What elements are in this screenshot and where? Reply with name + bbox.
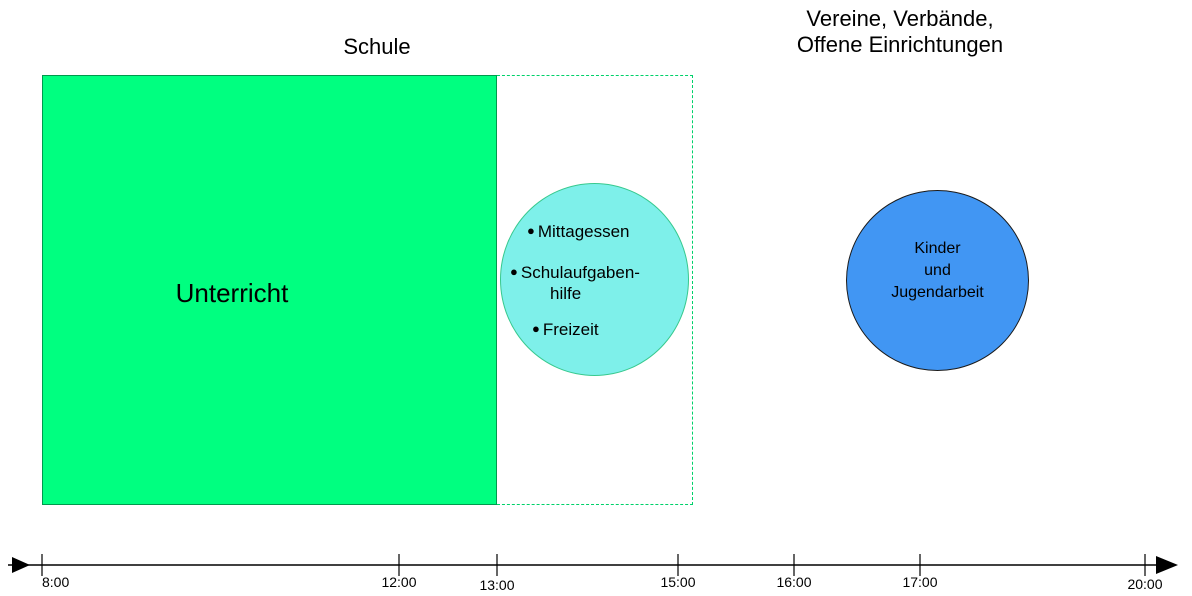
vereine-title-line-1: Vereine, Verbände,	[806, 6, 994, 31]
timeline-tick-label: 15:00	[660, 574, 695, 590]
bullet-text: Schulaufgaben-	[520, 263, 640, 282]
vereine-title: Vereine, Verbände, Offene Einrichtungen	[720, 6, 1080, 58]
timeline-tick-label: 12:00	[381, 574, 416, 590]
bullet-text: Freizeit	[542, 320, 599, 339]
jugendarbeit-label: Kinder und Jugendarbeit	[846, 238, 1029, 304]
timeline-end-arrow-icon	[1156, 556, 1178, 574]
timeline-tick-label: 16:00	[776, 574, 811, 590]
vereine-title-line-2: Offene Einrichtungen	[796, 32, 1004, 57]
timeline-tick-label: 17:00	[902, 574, 937, 590]
bullet-text: Mittagessen	[537, 222, 630, 241]
jugendarbeit-circle	[846, 190, 1029, 371]
timeline-axis: 8:00 12:00 13:00 15:00 16:00 17:00 20:00	[8, 554, 1178, 593]
bullet-schulaufgabenhilfe: ● Schulaufgaben-	[510, 263, 640, 284]
jugendarbeit-line-1: Kinder	[914, 240, 961, 257]
bullet-dot-icon: ●	[527, 223, 535, 238]
timeline-tick-label: 13:00	[479, 577, 514, 593]
ganztag-dashed-frame	[497, 75, 693, 505]
bullet-freizeit: ● Freizeit	[532, 320, 599, 341]
bullet-schulaufgabenhilfe-continuation: hilfe	[550, 284, 582, 303]
bullet-mittagessen: ● Mittagessen	[527, 222, 630, 243]
timeline-ticks: 8:00 12:00 13:00 15:00 16:00 17:00 20:00	[41, 554, 1163, 593]
ganztag-circle	[500, 183, 689, 376]
timeline-start-arrow-icon	[12, 557, 30, 573]
timeline-tick-label: 20:00	[1127, 576, 1162, 592]
unterricht-block	[42, 75, 497, 505]
bullet-dot-icon: ●	[532, 321, 540, 336]
schule-title: Schule	[343, 34, 411, 59]
jugendarbeit-line-2: und	[924, 262, 951, 279]
timeline-tick-label: 8:00	[42, 574, 69, 590]
unterricht-label: Unterricht	[175, 278, 289, 308]
bullet-dot-icon: ●	[510, 264, 518, 279]
jugendarbeit-line-3: Jugendarbeit	[891, 284, 984, 301]
